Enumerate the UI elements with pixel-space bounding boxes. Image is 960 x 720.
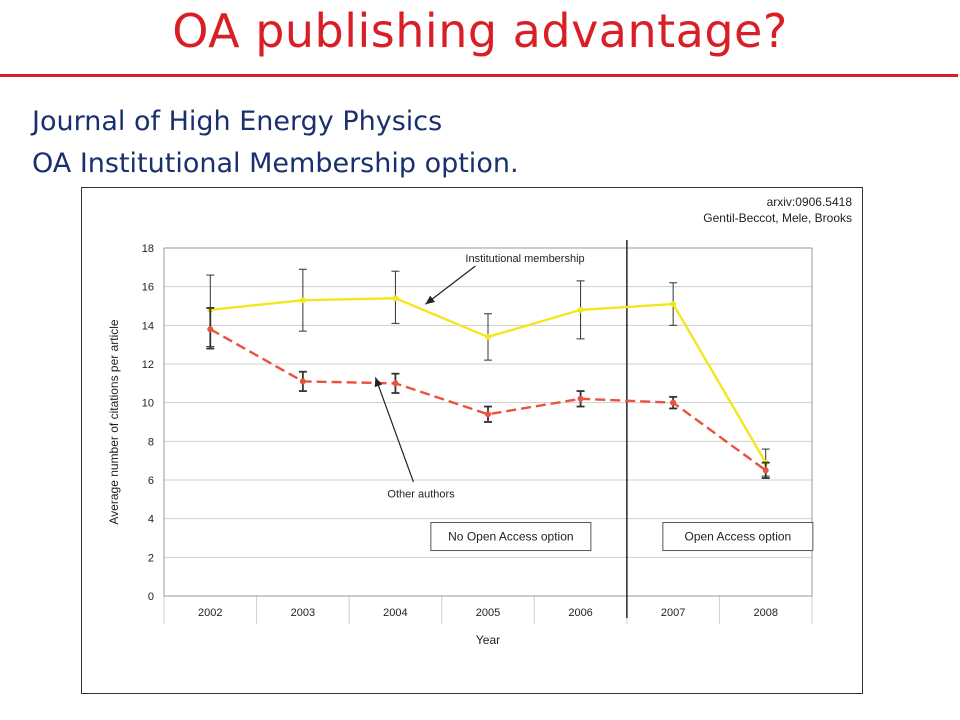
y-tick-label: 10 <box>142 398 154 410</box>
y-tick-labels: 0 2 4 6 8 10 12 14 16 18 <box>142 243 154 603</box>
x-tick-labels: 2002 2003 2004 2005 2006 2007 2008 <box>198 607 778 619</box>
x-tick-label: 2005 <box>476 607 500 619</box>
label-other-authors: Other authors <box>387 488 455 500</box>
series-institutional <box>206 268 770 477</box>
y-axis-label: Average number of citations per article <box>107 319 121 525</box>
box-open-access: Open Access option <box>662 522 814 552</box>
box-no-open-access-frame <box>430 522 592 552</box>
y-tick-label: 0 <box>148 591 154 603</box>
x-tick-label: 2008 <box>753 607 777 619</box>
data-point <box>299 297 306 304</box>
label-no-open-access: No Open Access option <box>448 530 573 544</box>
y-tick-label: 8 <box>148 436 154 448</box>
data-point <box>577 395 584 402</box>
data-point <box>207 326 214 333</box>
citation-arxiv: arxiv:0906.5418 <box>767 195 853 209</box>
arrowhead-institutional <box>425 295 436 305</box>
y-tick-label: 14 <box>142 320 154 332</box>
data-point <box>299 378 306 385</box>
y-tick-label: 18 <box>142 243 154 255</box>
data-point <box>485 333 491 340</box>
citations-chart: 0 2 4 6 8 10 12 14 16 18 2002 2003 2004 2005 2006 2007… <box>107 195 853 647</box>
arrowhead-other-authors <box>374 377 383 388</box>
arrow-other-authors <box>374 377 414 483</box>
x-tick-label: 2006 <box>568 607 592 619</box>
y-tick-label: 2 <box>148 552 154 564</box>
data-point <box>577 306 584 313</box>
annotation-institutional: Institutional membership <box>425 253 585 305</box>
x-tick-label: 2003 <box>291 607 315 619</box>
y-tick-label: 4 <box>148 514 154 526</box>
slide-subtitle-option: OA Institutional Membership option. <box>32 148 519 179</box>
slide-title: OA publishing advantage? <box>172 4 788 58</box>
box-no-open-access: No Open Access option <box>430 522 592 552</box>
chart-figure: 0 2 4 6 8 10 12 14 16 18 2002 2003 2004 2005 2006 2007… <box>81 187 863 694</box>
series-other <box>206 307 770 479</box>
annotation-other: Other authors <box>374 377 455 500</box>
data-point <box>392 380 399 387</box>
y-tick-label: 12 <box>142 359 154 371</box>
data-point <box>392 295 399 302</box>
data-point <box>762 467 769 474</box>
label-institutional-membership: Institutional membership <box>465 253 584 265</box>
citation-authors: Gentil-Beccot, Mele, Brooks <box>703 211 852 225</box>
y-tick-label: 16 <box>142 282 154 294</box>
data-point <box>670 399 677 406</box>
box-open-access-frame <box>662 522 814 552</box>
data-point <box>485 411 491 418</box>
series-layer <box>206 268 770 479</box>
plot-area-border <box>163 247 813 597</box>
x-axis-label: Year <box>476 633 500 647</box>
arrow-institutional <box>425 265 476 305</box>
label-open-access: Open Access option <box>684 530 791 544</box>
x-tick-label: 2007 <box>661 607 685 619</box>
title-divider <box>0 74 958 77</box>
slide-subtitle-journal: Journal of High Energy Physics <box>32 106 443 137</box>
y-tick-label: 6 <box>148 475 154 487</box>
x-tick-label: 2002 <box>198 607 222 619</box>
data-point <box>670 301 677 308</box>
x-tick-label: 2004 <box>383 607 407 619</box>
